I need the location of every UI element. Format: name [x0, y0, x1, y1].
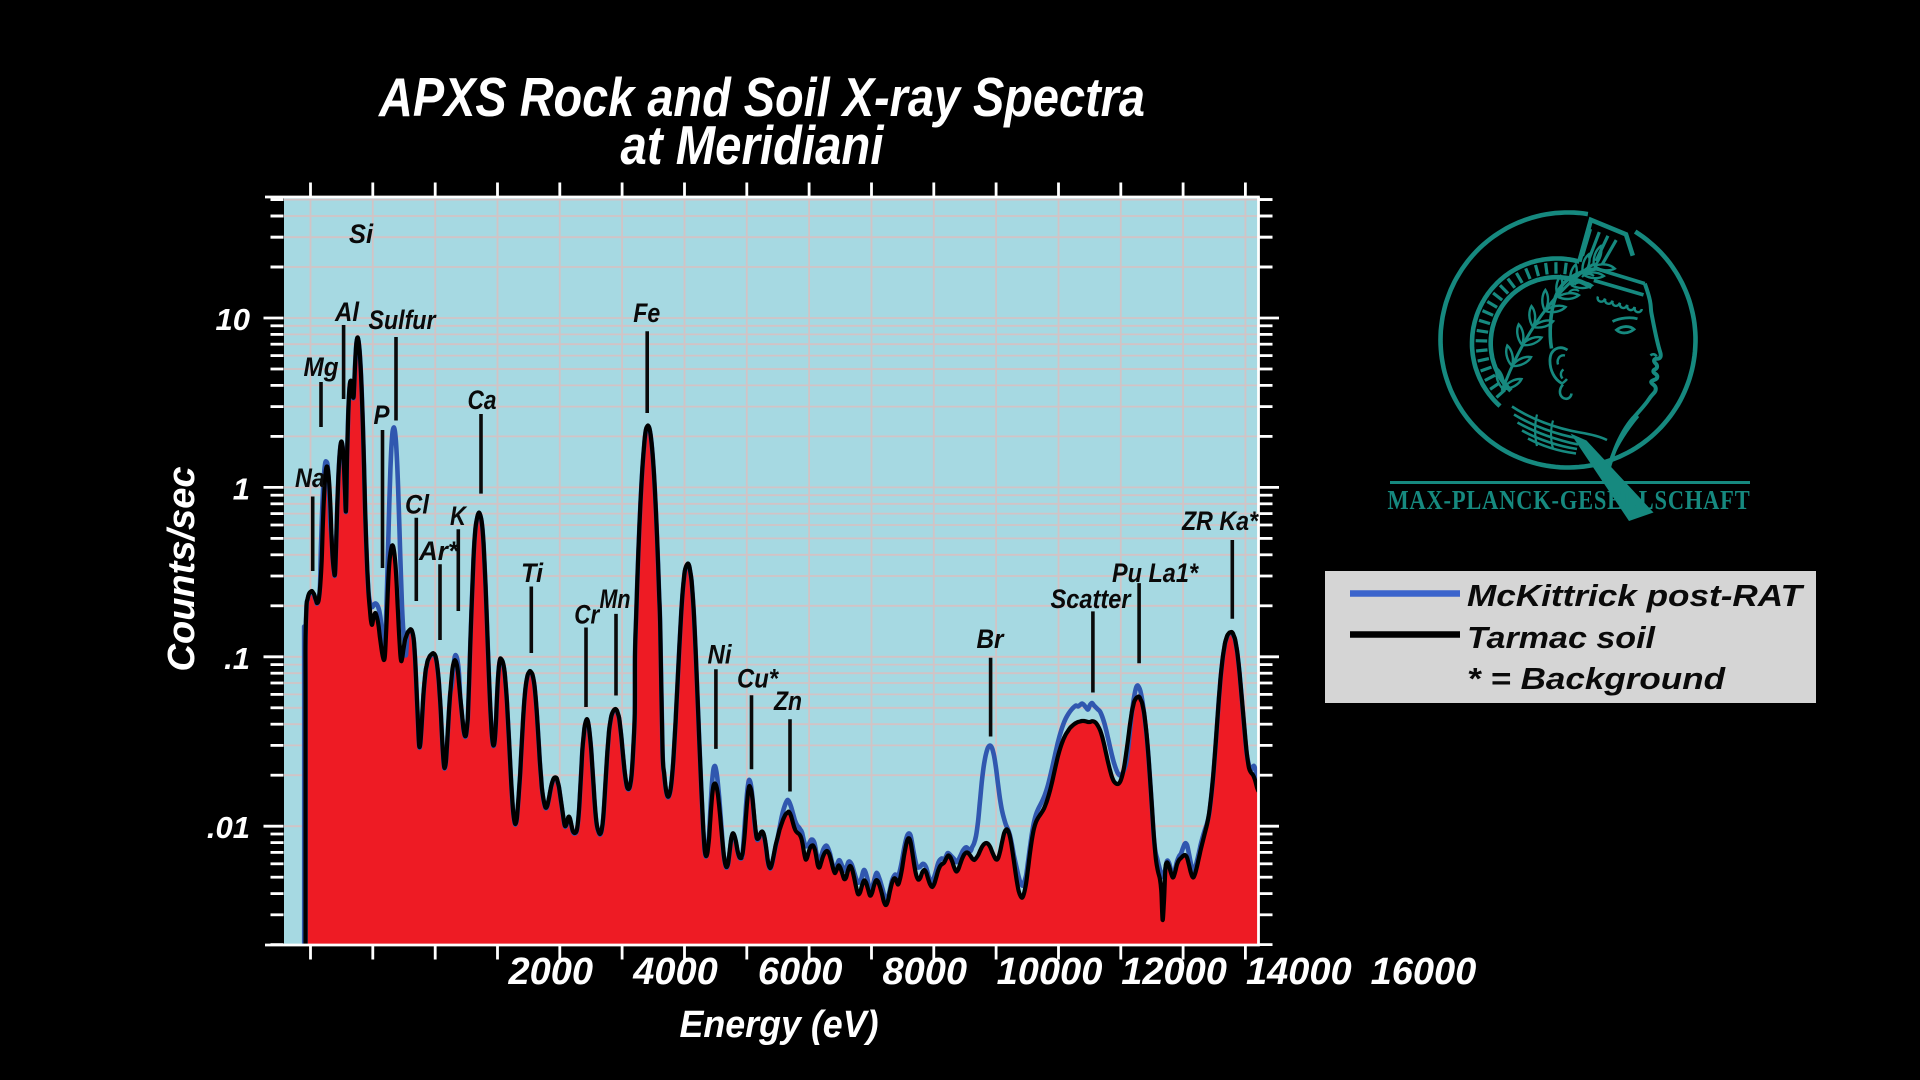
svg-text:Na: Na	[295, 463, 325, 493]
svg-text:MAX-PLANCK-GESELLSCHAFT: MAX-PLANCK-GESELLSCHAFT	[1388, 485, 1751, 515]
svg-text:Zn: Zn	[773, 686, 802, 716]
svg-text:Mg: Mg	[304, 352, 339, 382]
svg-text:* = Background: * = Background	[1467, 661, 1726, 696]
svg-text:14000: 14000	[1246, 951, 1352, 993]
svg-text:Scatter: Scatter	[1051, 584, 1132, 614]
svg-text:.01: .01	[207, 810, 250, 845]
svg-text:Fe: Fe	[633, 298, 660, 328]
svg-text:ZR Ka*: ZR Ka*	[1181, 506, 1259, 536]
svg-text:6000: 6000	[758, 951, 843, 993]
svg-text:Cr: Cr	[574, 600, 600, 630]
svg-text:P: P	[374, 400, 391, 430]
svg-text:Counts/sec: Counts/sec	[161, 467, 203, 672]
svg-text:Ca: Ca	[468, 385, 497, 415]
svg-text:Pu La1*: Pu La1*	[1112, 558, 1199, 588]
svg-text:Cl: Cl	[405, 490, 429, 520]
svg-text:Energy (eV): Energy (eV)	[680, 1004, 879, 1046]
svg-text:K: K	[450, 501, 468, 531]
svg-text:at Meridiani: at Meridiani	[621, 114, 885, 176]
svg-text:1: 1	[233, 471, 250, 506]
svg-text:16000: 16000	[1371, 951, 1477, 993]
svg-text:Br: Br	[977, 624, 1005, 654]
svg-text:Mn: Mn	[600, 584, 631, 614]
svg-text:12000: 12000	[1121, 951, 1227, 993]
svg-text:2000: 2000	[508, 951, 594, 993]
svg-text:APXS Rock and Soil X-ray Spect: APXS Rock and Soil X-ray Spectra	[377, 66, 1145, 128]
svg-text:McKittrick post-RAT: McKittrick post-RAT	[1467, 578, 1805, 613]
svg-text:Ti: Ti	[521, 558, 543, 588]
svg-text:Tarmac soil: Tarmac soil	[1467, 620, 1657, 655]
svg-text:Ar*: Ar*	[418, 536, 459, 566]
svg-text:Al: Al	[334, 297, 359, 327]
svg-text:10: 10	[216, 302, 250, 337]
svg-text:Ni: Ni	[708, 640, 732, 670]
svg-text:Sulfur: Sulfur	[369, 305, 437, 335]
svg-text:4000: 4000	[632, 951, 718, 993]
svg-text:.1: .1	[224, 641, 250, 676]
svg-text:Cu*: Cu*	[737, 664, 779, 694]
svg-text:10000: 10000	[997, 951, 1103, 993]
svg-text:Si: Si	[349, 219, 373, 249]
svg-text:8000: 8000	[883, 951, 968, 993]
